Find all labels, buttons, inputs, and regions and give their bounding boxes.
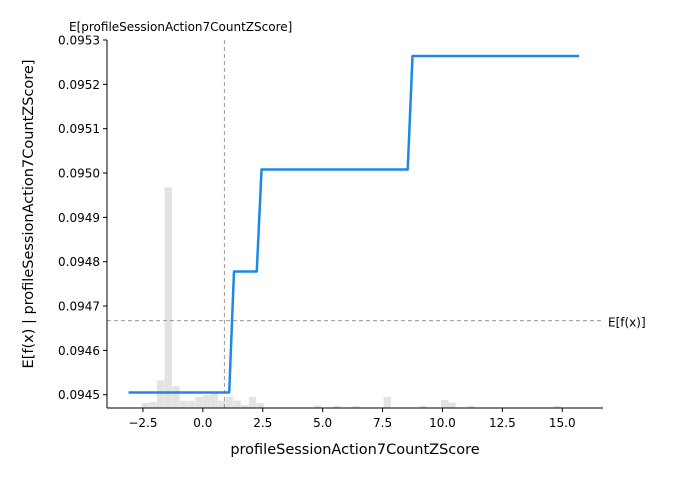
histogram-bar: [202, 395, 211, 408]
reference-lines: E[profileSessionAction7CountZScore] E[f(…: [69, 20, 646, 408]
x-tick-label: 15.0: [549, 416, 576, 430]
x-tick-label: 0.0: [193, 416, 212, 430]
y-tick-label: 0.0945: [58, 388, 100, 402]
x-ticks: −2.5 0.0 2.5 5.0 7.5 10.0 12.5 15.0: [128, 408, 576, 430]
axes: [106, 40, 603, 409]
histogram-bar: [383, 396, 391, 408]
histogram-bar: [233, 400, 241, 408]
y-tick-label: 0.0950: [58, 167, 100, 181]
x-axis-title: profileSessionAction7CountZScore: [230, 442, 479, 458]
histogram-bar: [210, 393, 218, 408]
y-tick-label: 0.0949: [58, 211, 100, 225]
histogram: [141, 187, 562, 408]
histogram-bar: [141, 402, 149, 408]
x-tick-label: 2.5: [253, 416, 272, 430]
expected-x-label: E[profileSessionAction7CountZScore]: [69, 20, 292, 34]
histogram-bar: [467, 405, 475, 408]
histogram-bar: [352, 405, 360, 408]
x-tick-label: −2.5: [128, 416, 157, 430]
y-tick-label: 0.0946: [58, 344, 100, 358]
histogram-bar: [248, 396, 257, 408]
histogram-bar: [149, 402, 157, 408]
histogram-bar: [179, 400, 188, 408]
histogram-bar: [419, 405, 427, 408]
x-tick-label: 12.5: [489, 416, 516, 430]
x-tick-label: 10.0: [429, 416, 456, 430]
histogram-bar: [314, 405, 322, 408]
histogram-bar: [333, 405, 341, 408]
histogram-bar: [156, 380, 165, 408]
histogram-bar: [187, 400, 195, 408]
y-ticks: 0.0945 0.0946 0.0947 0.0948 0.0949 0.0950 0.09…: [58, 34, 107, 402]
series-layer: [128, 54, 580, 394]
x-tick-label: 5.0: [313, 416, 332, 430]
y-tick-label: 0.0951: [58, 122, 100, 136]
expected-fx-label: E[f(x)]: [608, 316, 646, 330]
histogram-bar: [448, 402, 456, 408]
histogram-bar: [218, 400, 226, 408]
histogram-bar: [195, 396, 203, 408]
histogram-bar: [164, 187, 172, 408]
y-tick-label: 0.0947: [58, 300, 100, 314]
histogram-bar: [241, 405, 249, 408]
histogram-bar: [441, 399, 449, 408]
y-tick-label: 0.0953: [58, 34, 100, 48]
y-axis-title: E[f(x) | profileSessionAction7CountZScor…: [21, 60, 37, 369]
series-line: [128, 54, 580, 394]
histogram-bar: [553, 405, 562, 408]
histogram-bar: [225, 396, 234, 408]
y-tick-label: 0.0952: [58, 78, 100, 92]
histogram-bar: [256, 403, 264, 408]
y-tick-label: 0.0948: [58, 255, 100, 269]
x-tick-label: 7.5: [373, 416, 392, 430]
histogram-bar: [172, 385, 180, 408]
